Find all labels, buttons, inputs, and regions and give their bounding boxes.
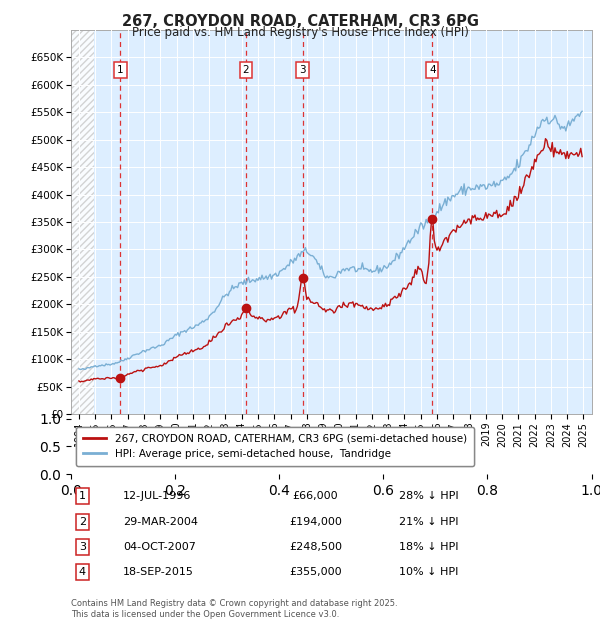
Text: 2: 2 (242, 65, 249, 75)
Text: 18-SEP-2015: 18-SEP-2015 (123, 567, 194, 577)
Text: 10% ↓ HPI: 10% ↓ HPI (399, 567, 458, 577)
Text: £355,000: £355,000 (289, 567, 342, 577)
Text: 18% ↓ HPI: 18% ↓ HPI (399, 542, 458, 552)
Text: 3: 3 (79, 542, 86, 552)
Bar (71, 30, 94, 414)
Text: Contains HM Land Registry data © Crown copyright and database right 2025.
This d: Contains HM Land Registry data © Crown c… (71, 600, 397, 619)
Text: 29-MAR-2004: 29-MAR-2004 (123, 516, 198, 526)
Text: 4: 4 (79, 567, 86, 577)
Text: 2: 2 (79, 516, 86, 526)
Text: 12-JUL-1996: 12-JUL-1996 (123, 492, 191, 502)
Text: 4: 4 (429, 65, 436, 75)
Text: 04-OCT-2007: 04-OCT-2007 (123, 542, 196, 552)
Text: Price paid vs. HM Land Registry's House Price Index (HPI): Price paid vs. HM Land Registry's House … (131, 26, 469, 39)
Text: £248,500: £248,500 (289, 542, 342, 552)
Text: 1: 1 (79, 492, 86, 502)
Text: 267, CROYDON ROAD, CATERHAM, CR3 6PG: 267, CROYDON ROAD, CATERHAM, CR3 6PG (121, 14, 479, 29)
Text: £66,000: £66,000 (293, 492, 338, 502)
Legend: 267, CROYDON ROAD, CATERHAM, CR3 6PG (semi-detached house), HPI: Average price, : 267, CROYDON ROAD, CATERHAM, CR3 6PG (se… (76, 427, 474, 466)
Text: £194,000: £194,000 (289, 516, 342, 526)
Text: 1: 1 (117, 65, 124, 75)
Text: 21% ↓ HPI: 21% ↓ HPI (399, 516, 458, 526)
Text: 3: 3 (299, 65, 306, 75)
Text: 28% ↓ HPI: 28% ↓ HPI (399, 492, 458, 502)
